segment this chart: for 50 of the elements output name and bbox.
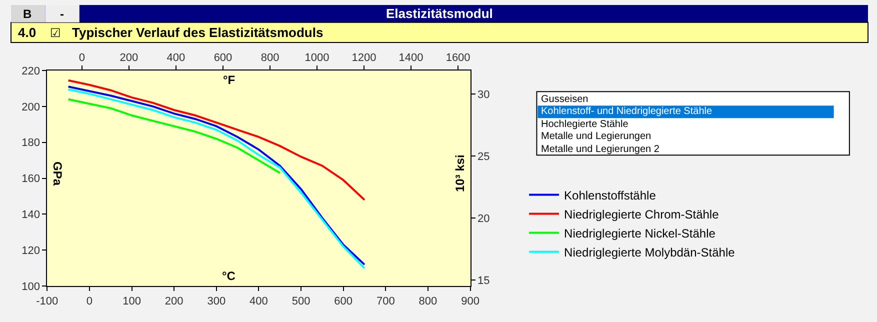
y-tick-label: 220	[22, 65, 40, 78]
y2-tick-label: 20	[477, 212, 490, 225]
x2-tick-label: 1600	[446, 52, 470, 64]
chart-title: Elastizitätsmodul	[386, 6, 493, 21]
legend-label: Niedriglegierte Chrom-Stähle	[564, 207, 720, 222]
x2-tick-label: 400	[166, 52, 186, 64]
y-tick-label: 180	[22, 137, 40, 150]
text: -	[60, 7, 64, 21]
legend-label: Niedriglegierte Molybdän-Stähle	[564, 245, 736, 260]
y2-tick-label: 25	[477, 150, 490, 163]
x-tick-label: 600	[334, 295, 353, 308]
text: Kohlenstoff- und Niedriglegierte Stähle	[541, 106, 712, 117]
x2-tick-label: 0	[78, 52, 86, 64]
x2-axis-title: °F	[223, 73, 236, 87]
text: B	[23, 7, 32, 21]
x-tick-label: 700	[376, 295, 395, 308]
chart-subtitle: Typischer Verlauf des Elastizitätsmoduls	[72, 25, 324, 40]
x-tick-label: 200	[164, 295, 184, 308]
text: Metalle und Legierungen	[541, 131, 652, 142]
y-tick-label: 120	[22, 245, 40, 258]
legend-label: Kohlenstoffstähle	[564, 188, 656, 202]
text: Hochlegierte Stähle	[541, 119, 629, 130]
x2-tick-label: 800	[260, 52, 280, 64]
y-tick-label: 100	[22, 280, 40, 293]
y-tick-label: 140	[22, 209, 40, 222]
legend-label: Niedriglegierte Nickel-Stähle	[564, 226, 716, 240]
x-tick-label: 500	[292, 295, 310, 308]
x-tick-label: 400	[250, 295, 268, 308]
x-tick-label: -100	[36, 295, 58, 308]
text: Metalle und Legierungen 2	[541, 144, 660, 155]
x2-tick-label: 600	[214, 52, 232, 64]
y-axis-title: GPa	[50, 162, 64, 186]
y2-axis-title: 10³ ksi	[453, 154, 468, 192]
x-tick-label: 800	[418, 295, 438, 308]
text: 4.0	[18, 25, 36, 40]
y-tick-label: 160	[22, 173, 40, 186]
x-tick-label: 100	[122, 295, 141, 308]
y-tick-label: 200	[22, 101, 40, 114]
x-axis-title: °C	[222, 269, 236, 283]
text: ☑	[50, 26, 61, 40]
x2-tick-label: 1200	[352, 52, 376, 64]
x-tick-label: 900	[461, 295, 480, 308]
x-tick-label: 300	[207, 295, 226, 308]
x2-tick-label: 1400	[398, 52, 424, 64]
y2-tick-label: 30	[477, 88, 490, 101]
y2-tick-label: 15	[477, 274, 490, 287]
text: Gusseisen	[541, 94, 588, 105]
x2-tick-label: 200	[120, 52, 138, 64]
x2-tick-label: 1000	[304, 52, 330, 64]
x-tick-label: 0	[86, 295, 93, 308]
